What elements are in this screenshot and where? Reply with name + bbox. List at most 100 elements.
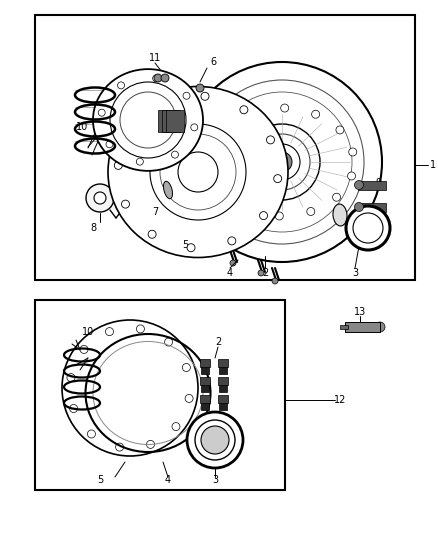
Circle shape	[354, 203, 364, 212]
Bar	[162, 110, 180, 132]
Circle shape	[272, 278, 278, 284]
Circle shape	[154, 74, 162, 82]
Circle shape	[312, 110, 320, 118]
Circle shape	[272, 152, 292, 172]
Circle shape	[266, 136, 275, 144]
Circle shape	[117, 82, 124, 89]
Circle shape	[98, 109, 105, 116]
Circle shape	[187, 412, 243, 468]
Circle shape	[106, 141, 113, 148]
Text: 5: 5	[97, 475, 103, 485]
Circle shape	[201, 426, 229, 454]
Bar	[200, 377, 210, 385]
Bar	[219, 378, 227, 392]
Bar	[200, 359, 210, 367]
Circle shape	[191, 124, 198, 131]
Circle shape	[258, 270, 264, 276]
Text: 7: 7	[152, 207, 158, 217]
Circle shape	[136, 158, 143, 165]
Bar	[35, 15, 415, 280]
Bar	[201, 396, 209, 410]
Circle shape	[185, 394, 193, 402]
Text: 1: 1	[430, 160, 436, 170]
Text: 4: 4	[227, 268, 233, 278]
Circle shape	[228, 237, 236, 245]
Circle shape	[307, 207, 315, 215]
Text: 3: 3	[352, 268, 358, 278]
Circle shape	[116, 443, 124, 451]
Circle shape	[207, 168, 215, 176]
Text: 4: 4	[165, 475, 171, 485]
Circle shape	[244, 206, 252, 214]
Text: 9: 9	[375, 178, 381, 188]
Bar	[218, 395, 228, 403]
Circle shape	[148, 230, 156, 238]
Circle shape	[172, 423, 180, 431]
Circle shape	[153, 75, 160, 82]
Ellipse shape	[333, 204, 347, 226]
Circle shape	[171, 151, 178, 158]
Text: 8: 8	[90, 223, 96, 233]
Circle shape	[161, 74, 169, 82]
Circle shape	[147, 440, 155, 448]
Circle shape	[67, 374, 75, 382]
Bar	[158, 110, 176, 132]
Bar	[219, 360, 227, 374]
Circle shape	[160, 99, 168, 107]
Circle shape	[240, 106, 248, 114]
Circle shape	[195, 420, 235, 460]
Circle shape	[260, 212, 268, 220]
Text: 3: 3	[212, 475, 218, 485]
Text: 2: 2	[262, 268, 268, 278]
Bar	[166, 110, 184, 132]
Text: 10: 10	[76, 122, 88, 132]
Circle shape	[94, 192, 106, 204]
Circle shape	[354, 181, 364, 190]
Text: 2: 2	[215, 337, 221, 347]
Bar	[218, 359, 228, 367]
Circle shape	[375, 322, 385, 332]
Ellipse shape	[93, 69, 203, 171]
Circle shape	[346, 206, 390, 250]
Circle shape	[274, 175, 282, 183]
Bar	[200, 395, 210, 403]
Circle shape	[62, 320, 198, 456]
Circle shape	[249, 109, 257, 117]
Circle shape	[187, 244, 195, 252]
Circle shape	[183, 92, 190, 99]
Circle shape	[347, 172, 356, 180]
Text: 6: 6	[210, 57, 216, 67]
Circle shape	[230, 260, 236, 266]
Circle shape	[114, 161, 122, 169]
Bar	[218, 377, 228, 385]
Circle shape	[353, 213, 383, 243]
Bar	[358, 181, 386, 190]
Bar	[201, 360, 209, 374]
Bar	[340, 325, 348, 329]
Text: 11: 11	[149, 53, 161, 63]
Circle shape	[276, 212, 283, 220]
Text: 5: 5	[182, 240, 188, 250]
Circle shape	[208, 144, 216, 152]
Bar	[345, 322, 380, 332]
Circle shape	[349, 148, 357, 156]
Circle shape	[223, 123, 231, 131]
Circle shape	[332, 193, 341, 201]
Bar	[358, 203, 386, 212]
Text: 10: 10	[82, 327, 94, 337]
Circle shape	[182, 364, 191, 372]
Bar	[219, 396, 227, 410]
Circle shape	[196, 84, 204, 92]
Text: 12: 12	[334, 395, 346, 405]
Circle shape	[281, 104, 289, 112]
Bar	[201, 378, 209, 392]
Circle shape	[336, 126, 344, 134]
Circle shape	[136, 325, 145, 333]
Circle shape	[80, 345, 88, 353]
Bar	[35, 300, 285, 490]
Circle shape	[86, 184, 114, 212]
Text: 13: 13	[354, 307, 366, 317]
Circle shape	[128, 124, 137, 132]
Circle shape	[220, 190, 228, 198]
Circle shape	[88, 430, 95, 438]
